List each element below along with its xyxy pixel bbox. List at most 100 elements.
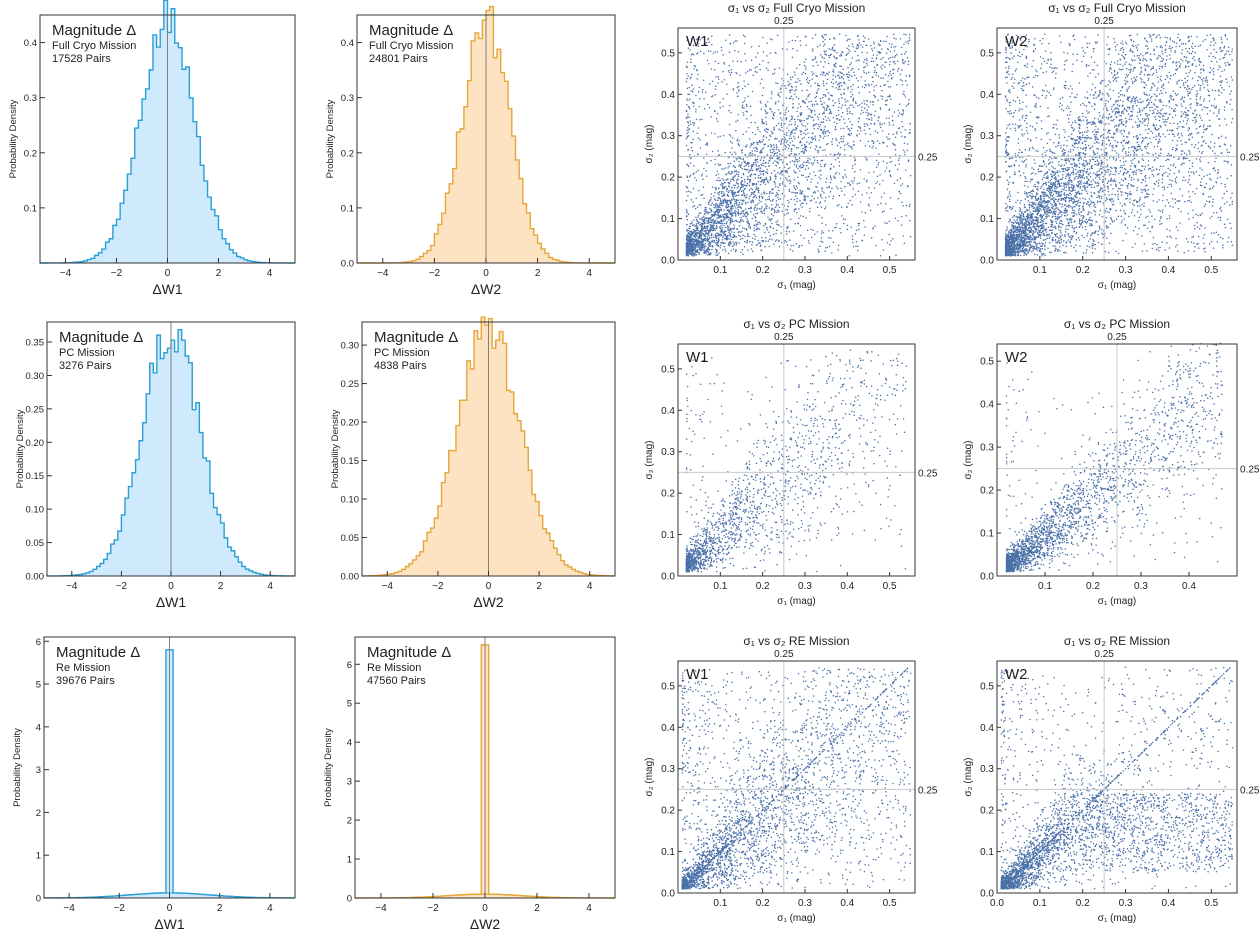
scatter-point: [771, 223, 773, 225]
scatter-point: [853, 141, 855, 143]
scatter-point: [813, 128, 815, 130]
scatter-point: [798, 223, 800, 225]
scatter-point: [760, 208, 762, 210]
scatter-point: [778, 128, 780, 130]
scatter-point: [704, 108, 706, 110]
scatter-point: [1049, 192, 1051, 194]
scatter-point: [790, 161, 792, 163]
scatter-point: [864, 125, 866, 127]
scatter-point: [902, 93, 904, 95]
scatter-point: [795, 129, 797, 131]
scatter-point: [739, 145, 741, 147]
scatter-point: [740, 219, 742, 221]
scatter-point: [895, 154, 897, 156]
scatter-point: [793, 192, 795, 194]
scatter-point: [825, 95, 827, 97]
scatter-point: [1021, 88, 1023, 90]
scatter-point: [1076, 176, 1078, 178]
scatter-point: [806, 141, 808, 143]
scatter-point: [837, 188, 839, 190]
scatter-point: [733, 228, 735, 230]
scatter-point: [731, 187, 733, 189]
scatter-point: [757, 127, 759, 128]
scatter-point: [752, 199, 754, 201]
scatter-point: [864, 108, 866, 110]
scatter-point: [1043, 188, 1045, 190]
scatter-point: [713, 241, 715, 243]
scatter-point: [891, 46, 893, 48]
scatter-point: [803, 137, 805, 139]
scatter-point: [693, 165, 695, 167]
scatter-point: [889, 43, 891, 45]
scatter-point: [771, 173, 773, 175]
scatter-point: [686, 219, 688, 221]
scatter-point: [692, 233, 694, 235]
scatter-point: [744, 100, 746, 102]
scatter-point: [825, 224, 827, 226]
x-tick-label: −2: [114, 903, 126, 914]
scatter-point: [748, 163, 750, 165]
scatter-point: [908, 60, 910, 62]
scatter-point: [769, 176, 771, 178]
scatter-point: [741, 177, 743, 179]
scatter-point: [1112, 221, 1114, 223]
scatter-point: [686, 117, 688, 119]
scatter-point: [791, 191, 793, 193]
scatter-point: [773, 115, 775, 117]
scatter-point: [770, 136, 772, 138]
scatter-point: [790, 79, 792, 81]
scatter-point: [873, 145, 875, 147]
scatter-point: [723, 98, 725, 100]
scatter-point: [843, 128, 845, 130]
scatter-point: [817, 150, 819, 152]
scatter-point: [690, 62, 692, 64]
scatter-point: [707, 60, 709, 62]
scatter-point: [691, 199, 693, 201]
scatter-point: [778, 123, 780, 125]
scatter-point: [1142, 55, 1144, 57]
scatter-point: [814, 124, 816, 126]
scatter-point: [910, 236, 912, 238]
scatter-point: [789, 135, 791, 137]
scatter-point: [688, 165, 690, 167]
scatter-point: [787, 200, 789, 202]
scatter-point: [1114, 109, 1116, 111]
scatter-point: [871, 140, 873, 142]
scatter-point: [794, 204, 796, 206]
scatter-point: [1203, 70, 1205, 72]
scatter-point: [786, 132, 788, 134]
scatter-point: [704, 220, 706, 222]
scatter-point: [718, 245, 720, 247]
scatter-point: [735, 153, 737, 155]
scatter-point: [1022, 101, 1024, 103]
scatter-point: [892, 134, 894, 136]
scatter-point: [833, 56, 835, 58]
scatter-point: [863, 70, 865, 72]
scatter-point: [863, 72, 865, 74]
scatter-point: [859, 42, 861, 44]
scatter-point: [720, 198, 722, 200]
scatter-point: [1062, 97, 1064, 99]
scatter-point: [742, 112, 744, 114]
scatter-point: [823, 94, 825, 96]
scatter-point: [735, 236, 737, 238]
scatter-point: [1073, 247, 1075, 249]
scatter-point: [704, 247, 706, 249]
scatter-point: [807, 158, 809, 160]
scatter-point: [828, 230, 830, 232]
scatter-point: [1149, 74, 1151, 76]
scatter-point: [772, 113, 774, 115]
scatter-point: [745, 202, 747, 204]
scatter-point: [851, 89, 853, 91]
scatter-point: [1158, 112, 1160, 114]
scatter-point: [726, 223, 728, 225]
scatter-point: [819, 203, 821, 205]
scatter-point: [903, 110, 905, 112]
scatter-point: [724, 218, 726, 220]
scatter-point: [858, 60, 860, 62]
scatter-point: [705, 212, 707, 214]
scatter-point: [1127, 90, 1129, 92]
scatter-point: [868, 38, 870, 40]
scatter-point: [853, 98, 855, 100]
scatter-point: [850, 69, 852, 71]
